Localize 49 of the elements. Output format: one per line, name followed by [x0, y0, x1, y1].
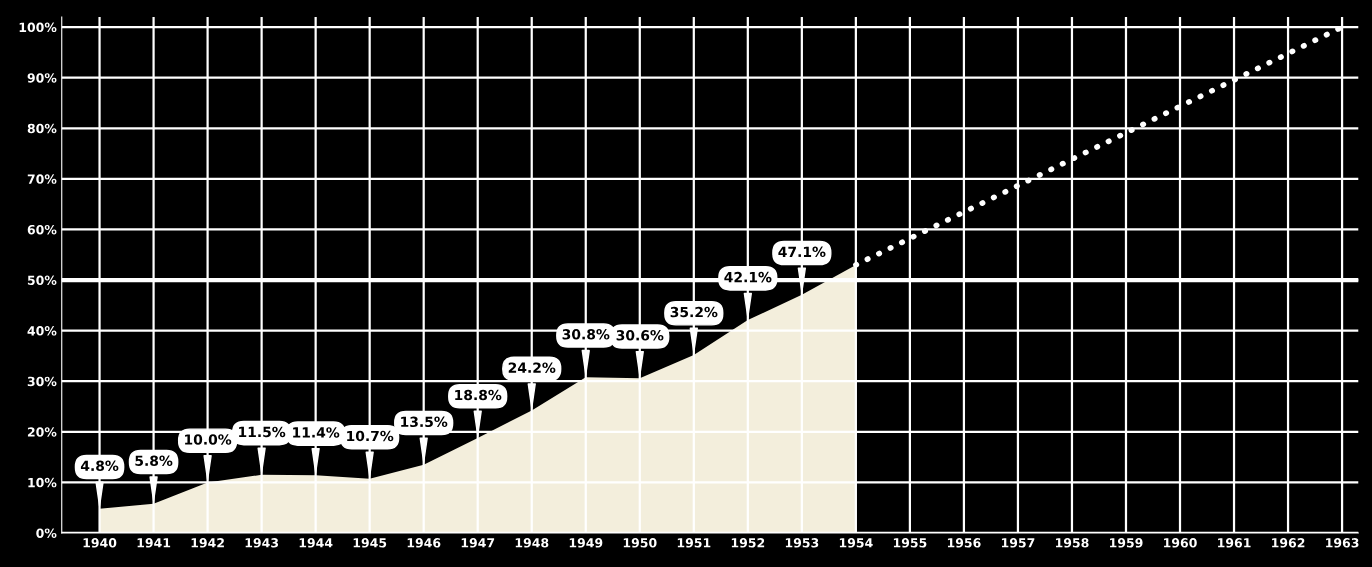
x-tick-label: 1960 [1164, 538, 1197, 548]
x-tick-label: 1957 [1001, 538, 1035, 548]
x-tick-label: 1954 [839, 538, 873, 548]
x-tick-label: 1956 [947, 538, 981, 548]
data-label: 11.5% [239, 426, 286, 438]
data-label: 11.4% [293, 427, 340, 438]
data-label: 24.2% [508, 362, 556, 373]
y-tick-label: 10% [28, 477, 57, 488]
x-tick-label: 1961 [1218, 538, 1251, 548]
data-label: 42.1% [724, 271, 772, 283]
x-tick-label: 1962 [1272, 538, 1305, 548]
x-tick-label: 1958 [1055, 538, 1089, 548]
y-tick-label: 0% [36, 528, 57, 538]
data-label: 10.0% [185, 434, 232, 445]
data-label: 30.8% [562, 329, 610, 340]
x-tick-label: 1949 [569, 538, 603, 548]
x-tick-label: 1948 [515, 538, 549, 548]
data-label: 30.6% [616, 330, 664, 341]
data-label: 47.1% [778, 246, 826, 258]
x-tick-label: 1955 [893, 538, 927, 548]
x-tick-label: 1940 [83, 538, 117, 548]
y-tick-label: 60% [27, 224, 57, 235]
data-label: 10.7% [347, 430, 394, 442]
x-tick-label: 1953 [785, 538, 819, 548]
x-tick-label: 1947 [461, 538, 495, 548]
x-tick-label: 1944 [299, 538, 333, 548]
x-tick-label: 1941 [137, 538, 171, 548]
x-tick-label: 1951 [677, 538, 711, 548]
x-tick-label: 1945 [353, 538, 387, 548]
y-tick-label: 50% [27, 275, 57, 285]
y-tick-label: 20% [27, 427, 57, 437]
y-tick-label: 80% [27, 123, 57, 134]
x-tick-label: 1963 [1326, 538, 1359, 548]
x-tick-label: 1942 [191, 538, 224, 548]
y-tick-label: 40% [27, 326, 57, 336]
y-tick-label: 90% [27, 73, 57, 83]
x-tick-label: 1943 [245, 538, 279, 548]
x-tick-label: 1946 [407, 538, 441, 548]
data-label: 5.8% [135, 455, 173, 466]
x-tick-label: 1952 [731, 538, 765, 548]
y-tick-label: 70% [27, 174, 57, 184]
data-label: 4.8% [80, 460, 119, 472]
x-tick-label: 1950 [623, 538, 657, 548]
x-tick-label: 1959 [1110, 538, 1143, 548]
y-tick-label: 100% [19, 22, 57, 33]
y-tick-label: 30% [27, 376, 57, 387]
data-label: 35.2% [670, 306, 718, 318]
data-label: 18.8% [455, 389, 502, 401]
data-label: 13.5% [401, 416, 448, 428]
